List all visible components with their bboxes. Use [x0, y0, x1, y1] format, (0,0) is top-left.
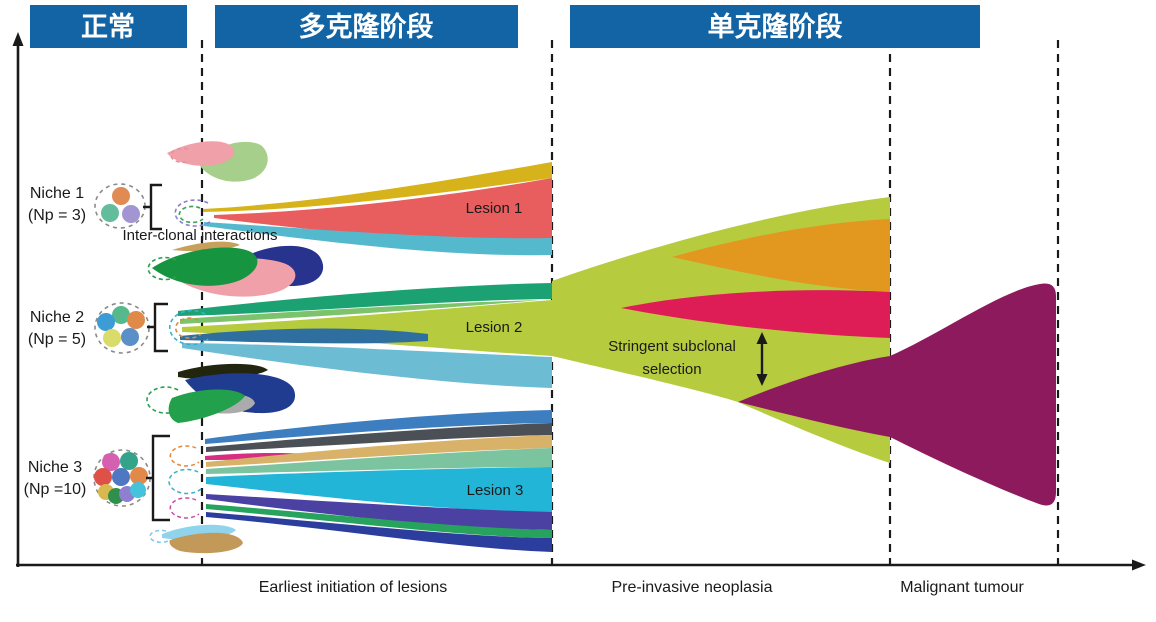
lesion3-purple-stream: [206, 494, 552, 530]
niche2-cell-orange: [127, 311, 145, 329]
lesion1-streams: [203, 162, 552, 256]
niche-3: Niche 3 (Np =10): [24, 434, 202, 522]
niche1-bracket: [143, 183, 162, 231]
interaction-swirl1-green: [178, 205, 204, 224]
niche3-cell-blue: [112, 468, 130, 486]
niche3-cell-red: [94, 468, 112, 486]
stage-headers: 正常 多克隆阶段 单克隆阶段: [30, 5, 980, 48]
niche1-cell-purple: [122, 205, 140, 223]
lesion2-yellowgreen-stream: [182, 300, 552, 356]
stage-header-normal-label: 正常: [81, 12, 135, 42]
interaction-swirl-pink: [170, 147, 191, 164]
interaction-swirl2-orange: [174, 317, 202, 339]
niche2-np: (Np = 5): [28, 331, 86, 348]
niche3-cell-cyan: [130, 482, 146, 498]
abortive-pink-blob: [167, 141, 235, 166]
lesion2-skyblue-stream: [182, 343, 552, 388]
niche-2: Niche 2 (Np = 5): [28, 302, 209, 354]
niche3-name: Niche 3: [28, 459, 82, 476]
niche3-bracket: [146, 434, 170, 522]
interaction-swirl2-cyan: [168, 309, 209, 346]
niche-1: Niche 1 (Np = 3) Inter-clonal interactio…: [28, 183, 278, 244]
lesion2-label: Lesion 2: [466, 319, 523, 336]
lesion3-blue-stream: [205, 410, 552, 444]
niche3-cell-pink: [102, 453, 120, 471]
abortive-green-blob: [152, 247, 258, 286]
axes: [12, 32, 1146, 571]
niche3-cell-orange: [130, 467, 148, 485]
lesion3-label: Lesion 3: [467, 482, 524, 499]
lesion3-tan-stream: [206, 435, 552, 467]
timeline-label-malignant: Malignant tumour: [900, 579, 1024, 596]
lesion2-seagreen-stream: [178, 283, 552, 316]
niche2-cell-steelblue: [121, 328, 139, 346]
lesion3-gray-stream: [206, 423, 552, 452]
selection-double-arrow: [756, 332, 768, 386]
niche1-cell-orange: [112, 187, 130, 205]
abortive-clones-mid2: [146, 363, 296, 423]
selection-label-line1: Stringent subclonal: [608, 338, 736, 355]
abortive-tan2-blob: [169, 532, 243, 554]
niche1-name: Niche 1: [30, 185, 84, 202]
interaction-swirl3-orange: [169, 445, 200, 467]
subclone-crimson-stream: [621, 290, 890, 338]
niche2-name: Niche 2: [30, 309, 84, 326]
timeline-label-initiation: Earliest initiation of lesions: [259, 579, 448, 596]
stage-header-normal-bar: [30, 5, 187, 48]
selection-label-line2: selection: [642, 361, 701, 378]
niche1-cell-teal: [101, 204, 119, 222]
niche2-bracket: [147, 302, 168, 353]
abortive-clones-bottom: [149, 524, 243, 554]
lesion3-green-stream: [206, 504, 552, 538]
stage-header-polyclonal-label: 多克隆阶段: [299, 11, 434, 42]
niche2-cell-yellow: [103, 329, 121, 347]
interaction-swirl-green2: [147, 256, 180, 281]
lesion1-cyan-stream: [204, 222, 552, 256]
stage-header-monoclonal-label: 单克隆阶段: [708, 11, 843, 42]
lesion1-label: Lesion 1: [466, 200, 523, 217]
y-axis-arrowhead: [12, 32, 24, 46]
interaction-swirl3-magenta: [169, 497, 200, 519]
interaction-swirl3-cyan: [168, 468, 202, 495]
lesion-labels: Lesion 1 Lesion 2 Lesion 3: [466, 200, 524, 499]
lesion2-lightgreen-stream: [180, 300, 540, 324]
lesion1-gold-stream: [203, 162, 552, 212]
lesion3-teal-stream: [206, 448, 552, 474]
abortive-green2-blob: [168, 389, 245, 423]
malignant-maroon-stream: [738, 283, 1056, 506]
monoclonal-phase: Stringent subclonal selection: [552, 197, 1056, 506]
stage-header-polyclonal-bar: [215, 5, 518, 48]
lesion3-streams: [205, 410, 552, 552]
lesion2-steelblue-stream: [180, 328, 428, 344]
lesion3-cyan-stream: [206, 467, 552, 512]
lesion2-streams: [178, 283, 552, 388]
lesion1-red-stream: [214, 178, 552, 240]
timeline-labels: Earliest initiation of lesions Pre-invas…: [259, 579, 1025, 596]
niche2-cell-seagreen: [112, 306, 130, 324]
niche2-cell-blue: [97, 313, 115, 331]
subclone-orange-stream: [672, 219, 890, 292]
abortive-clones-mid1: [147, 241, 324, 297]
abortive-clones-top: [167, 141, 268, 182]
lesion3-indigo-stream: [206, 512, 552, 552]
niche3-np: (Np =10): [24, 481, 87, 498]
niche1-np: (Np = 3): [28, 207, 86, 224]
stage-header-monoclonal-bar: [570, 5, 980, 48]
inter-clonal-label: Inter-clonal interactions: [122, 227, 277, 244]
x-axis-arrowhead: [1132, 559, 1146, 571]
niche3-cell-teal: [120, 452, 138, 470]
timeline-label-preinvasive: Pre-invasive neoplasia: [612, 579, 773, 596]
